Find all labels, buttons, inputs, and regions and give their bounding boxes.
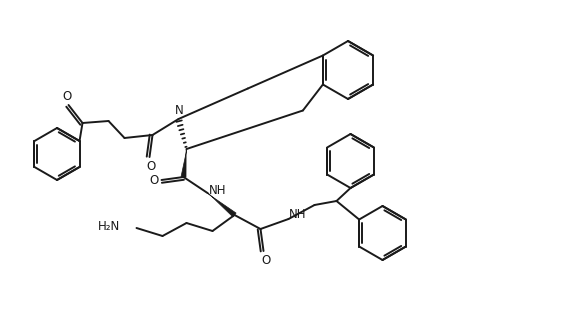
Text: N: N [175,105,184,117]
Text: O: O [261,254,270,266]
Text: O: O [146,159,155,173]
Polygon shape [207,193,236,217]
Polygon shape [181,149,187,177]
Text: O: O [62,90,71,102]
Text: NH: NH [289,208,306,220]
Text: H₂N: H₂N [98,219,120,233]
Text: NH: NH [209,183,226,196]
Text: O: O [149,174,158,187]
